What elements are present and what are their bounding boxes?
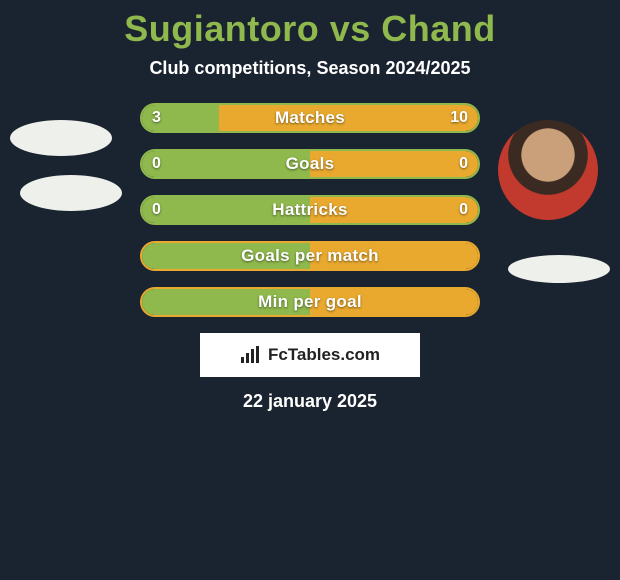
page-title: Sugiantoro vs Chand xyxy=(0,8,620,50)
stat-value-right: 0 xyxy=(459,197,468,223)
stat-value-right: 10 xyxy=(450,105,468,131)
comparison-card: Sugiantoro vs Chand Club competitions, S… xyxy=(0,0,620,580)
stats-bars: Matches310Goals00Hattricks00Goals per ma… xyxy=(140,103,480,317)
stat-value-left: 0 xyxy=(152,197,161,223)
snapshot-date: 22 january 2025 xyxy=(0,391,620,412)
stat-label: Min per goal xyxy=(142,289,478,315)
stat-row-matches: Matches3 10 xyxy=(140,103,480,133)
player-left-club-badge xyxy=(20,175,122,211)
subtitle: Club competitions, Season 2024/2025 xyxy=(0,58,620,79)
stat-label: Goals xyxy=(142,151,478,177)
stat-value-left: 3 xyxy=(152,105,161,131)
stat-row-goals-per-match: Goals per match xyxy=(140,241,480,271)
stat-label: Matches xyxy=(142,105,478,131)
player-right-club-badge xyxy=(508,255,610,283)
stat-label: Hattricks xyxy=(142,197,478,223)
stat-value-left: 0 xyxy=(152,151,161,177)
stat-row-goals: Goals0 0 xyxy=(140,149,480,179)
source-logo-text: FcTables.com xyxy=(268,345,380,365)
stat-label: Goals per match xyxy=(142,243,478,269)
player-right-avatar xyxy=(498,120,598,220)
stat-row-hattricks: Hattricks0 0 xyxy=(140,195,480,225)
bar-chart-icon xyxy=(240,346,262,364)
stat-row-min-per-goal: Min per goal xyxy=(140,287,480,317)
stat-value-right: 0 xyxy=(459,151,468,177)
source-logo-box: FcTables.com xyxy=(200,333,420,377)
player-left-avatar xyxy=(10,120,112,156)
